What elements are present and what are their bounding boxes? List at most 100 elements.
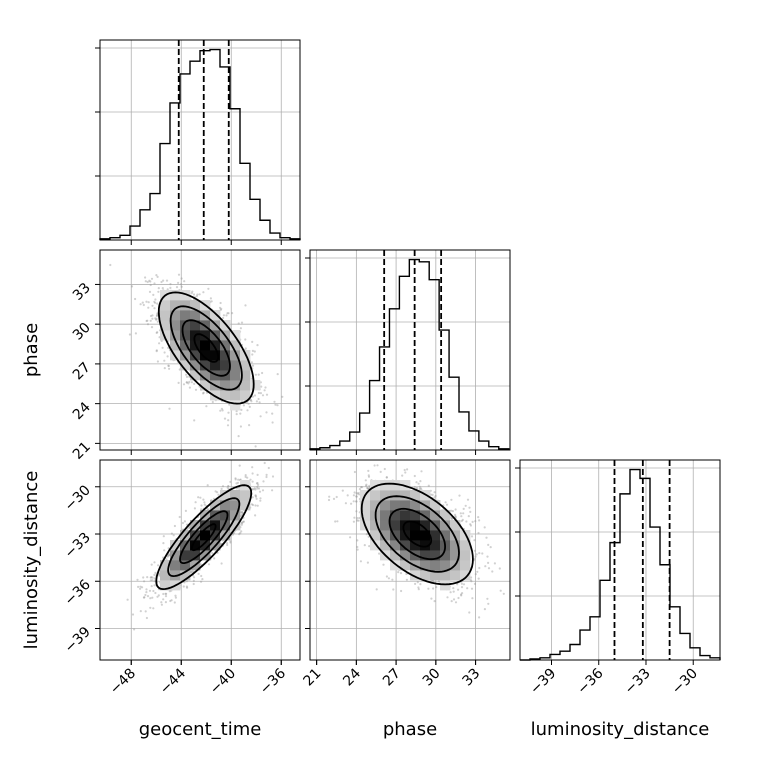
density-block: [190, 370, 201, 381]
density-block: [220, 350, 231, 361]
sample-point: [258, 401, 261, 404]
density-block: [230, 360, 241, 371]
density-block: [420, 520, 431, 531]
sample-point: [259, 392, 262, 395]
density-block: [450, 520, 461, 531]
sample-point: [391, 578, 394, 581]
sample-point: [213, 557, 216, 560]
sample-point: [220, 562, 223, 565]
sample-point: [466, 498, 470, 501]
sample-point: [349, 536, 352, 539]
sample-point: [141, 301, 144, 304]
sample-point: [435, 586, 438, 589]
sample-point: [162, 535, 165, 538]
sample-point: [460, 586, 464, 589]
sample-point: [160, 601, 163, 604]
sample-point: [446, 596, 449, 599]
density-block: [210, 500, 221, 511]
sample-point: [151, 579, 154, 582]
sample-point: [474, 555, 477, 558]
contour-line: [157, 291, 255, 405]
sample-point: [244, 475, 247, 478]
density-block: [440, 560, 451, 571]
sample-point: [462, 583, 466, 586]
sample-point: [166, 355, 169, 358]
sample-point: [254, 495, 258, 498]
sample-point: [491, 570, 494, 573]
density-block: [240, 390, 251, 401]
sample-point: [281, 395, 284, 398]
sample-point: [470, 580, 473, 583]
sample-point: [149, 597, 152, 600]
density-block: [220, 510, 231, 521]
density-block: [190, 320, 201, 331]
sample-point: [223, 417, 227, 420]
sample-point: [414, 582, 417, 586]
sample-point: [276, 404, 279, 407]
sample-point: [256, 473, 259, 476]
sample-point: [250, 361, 253, 364]
sample-point: [352, 520, 355, 523]
sample-point: [328, 495, 331, 498]
sample-point: [239, 412, 242, 415]
sample-point: [437, 580, 440, 583]
sample-point: [226, 424, 230, 427]
density-block: [430, 570, 441, 581]
sample-point: [352, 500, 355, 503]
sample-point: [183, 520, 186, 523]
density-block: [220, 390, 231, 401]
density-block: [430, 560, 441, 571]
sample-point: [350, 502, 353, 505]
xlabel-luminosity-distance: luminosity_distance: [531, 719, 710, 740]
sample-point: [251, 340, 254, 343]
density-block: [170, 560, 181, 571]
sample-point: [368, 545, 371, 548]
sample-point: [457, 588, 460, 591]
sample-point: [271, 489, 274, 492]
density-block: [440, 520, 451, 531]
sample-point: [487, 543, 490, 547]
density-block: [180, 300, 191, 311]
density-block: [420, 570, 431, 581]
sample-point: [150, 585, 153, 588]
sample-point: [244, 304, 247, 307]
sample-point: [238, 533, 241, 536]
sample-point: [254, 445, 257, 448]
sample-point: [145, 300, 148, 303]
sample-point: [257, 373, 260, 376]
sample-point: [152, 293, 155, 296]
sample-point: [188, 380, 191, 383]
sample-point: [336, 520, 339, 523]
sample-point: [415, 481, 418, 484]
sample-point: [184, 509, 187, 512]
sample-point: [466, 587, 469, 590]
sample-point: [254, 504, 257, 507]
sample-point: [251, 472, 254, 475]
sample-point: [162, 279, 165, 282]
sample-point: [356, 539, 359, 542]
sample-point: [367, 475, 371, 478]
sample-point: [251, 480, 254, 483]
sample-point: [373, 464, 376, 467]
sample-point: [358, 488, 361, 491]
sample-point: [368, 484, 371, 487]
sample-point: [445, 503, 449, 506]
sample-point: [251, 349, 254, 352]
contour-line: [360, 482, 474, 586]
sample-point: [142, 576, 145, 579]
sample-point: [193, 419, 196, 422]
sample-point: [240, 530, 243, 533]
sample-point: [149, 606, 152, 609]
sample-point: [244, 474, 247, 477]
sample-point: [487, 567, 491, 570]
sample-point: [229, 480, 232, 483]
sample-point: [177, 273, 181, 276]
density-block: [410, 540, 421, 551]
density-block: [380, 530, 391, 541]
sample-point: [227, 485, 230, 488]
density-block: [180, 560, 191, 571]
density-block: [440, 530, 451, 541]
sample-point: [462, 507, 465, 510]
sample-point: [498, 567, 501, 570]
density-block: [430, 540, 441, 551]
